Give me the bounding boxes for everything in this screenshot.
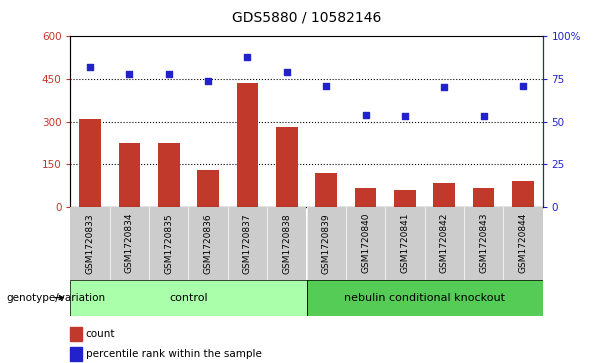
- Text: GSM1720839: GSM1720839: [322, 213, 330, 274]
- Bar: [70, 347, 82, 361]
- Bar: [355, 188, 376, 207]
- Text: GSM1720833: GSM1720833: [86, 213, 94, 274]
- Text: nebulin conditional knockout: nebulin conditional knockout: [344, 293, 505, 303]
- Text: count: count: [86, 329, 115, 339]
- Bar: [70, 327, 82, 341]
- Bar: [70, 207, 110, 280]
- Text: percentile rank within the sample: percentile rank within the sample: [86, 349, 262, 359]
- Bar: [197, 170, 219, 207]
- Bar: [276, 127, 298, 207]
- Bar: [473, 188, 494, 207]
- Point: [400, 114, 409, 119]
- Text: GSM1720842: GSM1720842: [440, 213, 449, 273]
- Bar: [70, 280, 306, 316]
- Bar: [267, 207, 306, 280]
- Point: [360, 112, 370, 118]
- Bar: [503, 207, 543, 280]
- Bar: [189, 207, 228, 280]
- Bar: [110, 207, 149, 280]
- Bar: [433, 183, 455, 207]
- Text: GSM1720838: GSM1720838: [283, 213, 291, 274]
- Bar: [119, 143, 140, 207]
- Point: [440, 85, 449, 90]
- Text: GSM1720834: GSM1720834: [125, 213, 134, 273]
- Point: [164, 71, 173, 77]
- Bar: [464, 207, 503, 280]
- Bar: [306, 280, 543, 316]
- Bar: [512, 181, 534, 207]
- Text: GSM1720837: GSM1720837: [243, 213, 252, 274]
- Bar: [424, 207, 464, 280]
- Bar: [158, 143, 180, 207]
- Text: GDS5880 / 10582146: GDS5880 / 10582146: [232, 11, 381, 25]
- Text: GSM1720844: GSM1720844: [519, 213, 527, 273]
- Bar: [149, 207, 189, 280]
- Bar: [346, 207, 385, 280]
- Bar: [228, 207, 267, 280]
- Point: [243, 54, 253, 60]
- Bar: [315, 173, 337, 207]
- Point: [321, 83, 331, 89]
- Text: GSM1720840: GSM1720840: [361, 213, 370, 273]
- Point: [204, 78, 213, 83]
- Bar: [79, 119, 101, 207]
- Text: GSM1720843: GSM1720843: [479, 213, 488, 273]
- Text: GSM1720835: GSM1720835: [164, 213, 173, 274]
- Point: [124, 71, 134, 77]
- Bar: [237, 83, 258, 207]
- Bar: [394, 190, 416, 207]
- Point: [85, 64, 95, 70]
- Point: [282, 69, 292, 75]
- Bar: [306, 280, 543, 316]
- Text: control: control: [169, 293, 208, 303]
- Text: GSM1720836: GSM1720836: [204, 213, 213, 274]
- Bar: [385, 207, 424, 280]
- Bar: [70, 280, 306, 316]
- Text: GSM1720841: GSM1720841: [400, 213, 409, 273]
- Point: [479, 114, 489, 119]
- Bar: [306, 207, 346, 280]
- Text: genotype/variation: genotype/variation: [6, 293, 105, 303]
- Point: [518, 83, 528, 89]
